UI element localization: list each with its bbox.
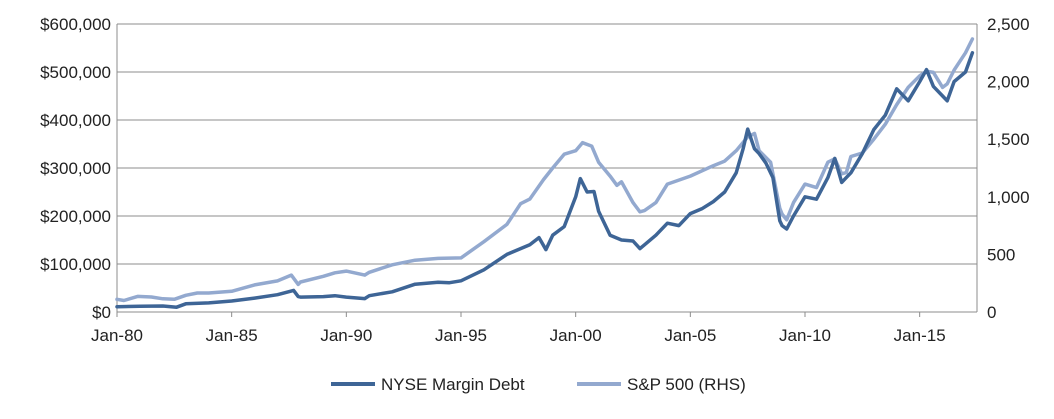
y-left-tick-label: $200,000 (40, 207, 111, 226)
legend: NYSE Margin Debt S&P 500 (RHS) (331, 375, 746, 394)
y-right-tick-label: 2,500 (987, 15, 1030, 34)
y-axis-left-ticks: $0 $100,000 $200,000 $300,000 $400,000 $500,0… (40, 15, 111, 322)
y-left-tick-label: $600,000 (40, 15, 111, 34)
gridlines (117, 23, 977, 265)
x-tick-label: Jan-85 (206, 326, 258, 345)
y-right-tick-label: 0 (987, 303, 996, 322)
x-tick-label: Jan-15 (894, 326, 946, 345)
y-left-tick-label: $100,000 (40, 255, 111, 274)
x-tick-label: Jan-95 (435, 326, 487, 345)
y-left-tick-label: $400,000 (40, 111, 111, 130)
y-right-tick-label: 1,000 (987, 188, 1030, 207)
y-right-tick-label: 1,500 (987, 130, 1030, 149)
series-line-nyse-margin-debt (115, 51, 975, 309)
series-line-sp500 (115, 37, 975, 303)
x-tick-label: Jan-10 (779, 326, 831, 345)
y-right-tick-label: 500 (987, 245, 1015, 264)
y-left-tick-label: $300,000 (40, 159, 111, 178)
y-right-tick-label: 2,000 (987, 73, 1030, 92)
y-left-tick-label: $0 (92, 303, 111, 322)
series-lines (115, 37, 975, 309)
legend-label-nyse-margin-debt: NYSE Margin Debt (381, 375, 525, 394)
x-tick-label: Jan-90 (320, 326, 372, 345)
x-axis-ticks: Jan-80 Jan-85 Jan-90 Jan-95 Jan-00 Jan-05 Jan-… (91, 312, 946, 345)
legend-label-sp500: S&P 500 (RHS) (627, 375, 746, 394)
x-tick-label: Jan-80 (91, 326, 143, 345)
x-tick-label: Jan-00 (550, 326, 602, 345)
y-axis-right-ticks: 0 500 1,000 1,500 2,000 2,500 (987, 15, 1030, 322)
y-left-tick-label: $500,000 (40, 63, 111, 82)
x-tick-label: Jan-05 (664, 326, 716, 345)
axes (116, 24, 978, 313)
